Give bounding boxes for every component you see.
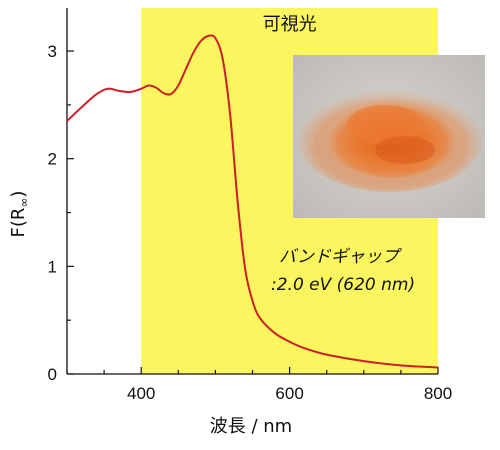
y-tick-label: 0 [48, 365, 57, 384]
y-axis-label: F(R∞) [8, 191, 31, 238]
y-tick-label: 1 [48, 257, 57, 276]
x-tick-label: 600 [275, 384, 303, 403]
series-line [66, 34, 439, 369]
x-axis-label: 波長 / nm [210, 416, 292, 437]
y-tick-label: 2 [48, 150, 57, 169]
orange-powder-photo [293, 55, 485, 218]
band-gap-label: バンドギャップ [279, 247, 403, 267]
y-axis-label-main: F(R [8, 208, 29, 238]
y-axis-label-close: ) [8, 191, 29, 198]
y-tick-label: 3 [48, 42, 57, 61]
x-tick-label: 400 [127, 384, 155, 403]
visible-light-label: 可視光 [263, 14, 317, 35]
x-tick-label: 800 [424, 384, 452, 403]
axis-ticks: 400 600 800 0 1 2 3 [48, 42, 453, 403]
y-axis-label-sub: ∞ [17, 198, 31, 208]
band-gap-value: :2.0 eV (620 nm) [271, 275, 415, 295]
svg-text:F(R∞): F(R∞) [8, 191, 31, 238]
